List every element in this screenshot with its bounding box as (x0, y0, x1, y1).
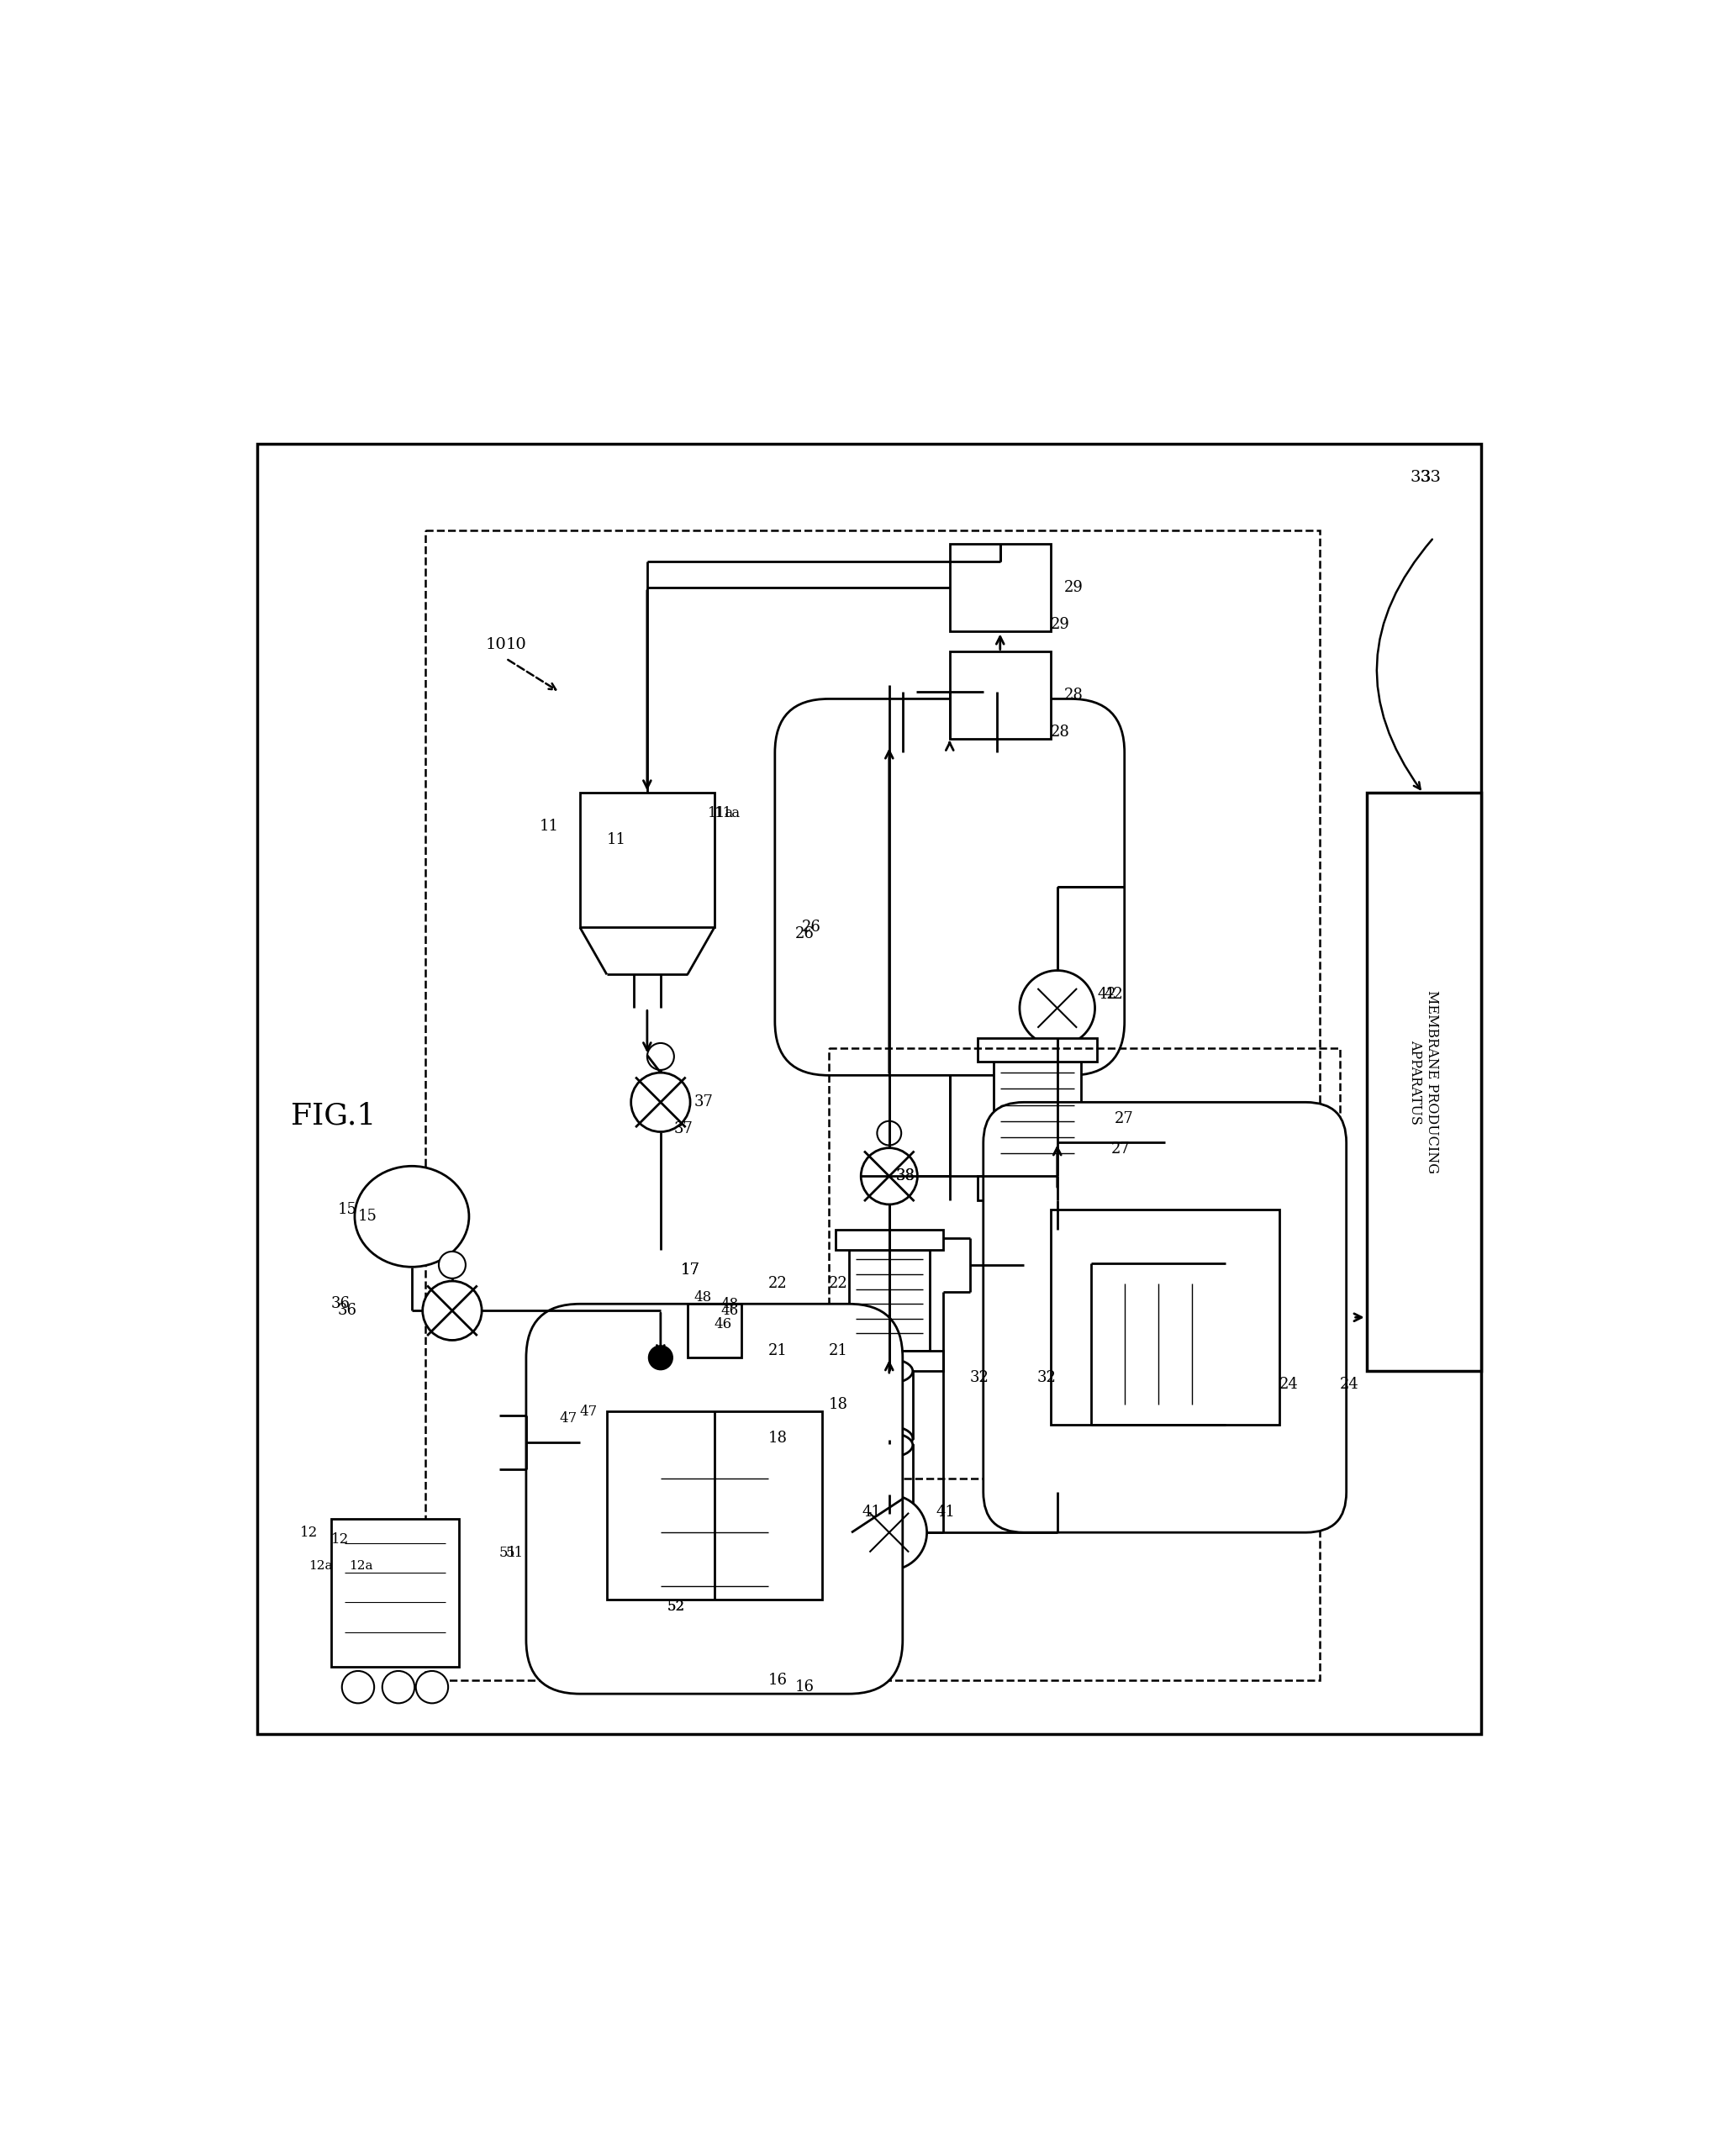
Text: 47: 47 (579, 1404, 599, 1419)
Text: 11a: 11a (708, 806, 734, 819)
Circle shape (649, 1345, 673, 1369)
Text: MEMBRANE PRODUCING
APPARATUS: MEMBRANE PRODUCING APPARATUS (1409, 990, 1438, 1173)
Bar (331, 1520, 458, 1667)
Circle shape (878, 1121, 900, 1145)
Text: 16: 16 (795, 1680, 814, 1695)
Text: 52: 52 (668, 1600, 685, 1613)
Text: 21: 21 (769, 1343, 788, 1358)
Text: 27: 27 (1114, 1112, 1133, 1128)
Text: 46: 46 (722, 1304, 739, 1317)
Text: 11a: 11a (715, 806, 741, 819)
Text: 24: 24 (1279, 1378, 1298, 1393)
Bar (866, 1371, 913, 1438)
Text: 29: 29 (1064, 580, 1083, 595)
Circle shape (382, 1671, 415, 1703)
Bar (1050, 1210, 1279, 1425)
Text: 12a: 12a (309, 1561, 333, 1572)
Text: 47: 47 (560, 1410, 578, 1425)
Text: 28: 28 (1064, 688, 1083, 703)
Bar (836, 1229, 944, 1250)
Text: 17: 17 (680, 1263, 699, 1279)
Circle shape (439, 1250, 465, 1279)
Circle shape (342, 1671, 375, 1703)
Text: 42: 42 (1098, 987, 1117, 1003)
Text: 10: 10 (507, 638, 527, 653)
Text: 26: 26 (802, 921, 821, 936)
Text: 48: 48 (722, 1296, 739, 1311)
Text: 32: 32 (970, 1371, 989, 1386)
Bar (829, 1048, 1339, 1479)
Text: 48: 48 (694, 1289, 711, 1304)
Text: 26: 26 (795, 927, 814, 942)
Bar (949, 543, 1051, 632)
Bar (1367, 793, 1482, 1371)
Bar (949, 651, 1051, 740)
Text: 18: 18 (769, 1432, 788, 1447)
Ellipse shape (866, 1434, 913, 1457)
Text: 41: 41 (862, 1505, 881, 1520)
Bar (866, 1445, 913, 1511)
Text: 33: 33 (1411, 470, 1431, 485)
Text: 24: 24 (1339, 1378, 1359, 1393)
Ellipse shape (866, 1427, 913, 1451)
Text: 36: 36 (331, 1296, 350, 1311)
Text: 29: 29 (1050, 617, 1070, 632)
Text: 11: 11 (540, 819, 559, 834)
Text: 42: 42 (1105, 987, 1124, 1003)
Text: 12: 12 (300, 1524, 318, 1539)
Text: 12: 12 (331, 1533, 349, 1546)
Text: 10: 10 (486, 638, 507, 653)
Bar (607, 1412, 822, 1600)
Text: 37: 37 (673, 1121, 694, 1136)
Bar (848, 1250, 930, 1352)
FancyBboxPatch shape (526, 1304, 902, 1695)
Circle shape (861, 1147, 918, 1205)
Text: 51: 51 (500, 1546, 517, 1559)
Text: 22: 22 (769, 1276, 788, 1291)
Text: 17: 17 (680, 1263, 699, 1279)
Text: 11: 11 (607, 832, 626, 847)
Ellipse shape (866, 1501, 913, 1524)
Text: 33: 33 (1421, 470, 1442, 485)
FancyBboxPatch shape (984, 1102, 1346, 1533)
Text: 36: 36 (338, 1302, 357, 1317)
Ellipse shape (866, 1358, 913, 1384)
Bar (977, 1177, 1097, 1201)
Text: 15: 15 (338, 1203, 357, 1218)
Bar (687, 1304, 741, 1358)
Text: 22: 22 (829, 1276, 848, 1291)
Bar (977, 1037, 1097, 1063)
Text: 52: 52 (668, 1600, 685, 1613)
Circle shape (1044, 1164, 1069, 1188)
Text: 15: 15 (357, 1210, 376, 1225)
Text: 32: 32 (1038, 1371, 1057, 1386)
Text: 41: 41 (937, 1505, 956, 1520)
Circle shape (1020, 970, 1095, 1046)
Circle shape (852, 1494, 926, 1570)
Text: 37: 37 (694, 1095, 713, 1110)
Text: 16: 16 (769, 1673, 788, 1688)
Text: 51: 51 (507, 1546, 524, 1559)
Text: 38: 38 (895, 1169, 916, 1184)
Circle shape (1044, 1190, 1069, 1216)
Circle shape (647, 1044, 673, 1069)
Text: 18: 18 (829, 1397, 848, 1412)
FancyBboxPatch shape (776, 699, 1124, 1076)
Ellipse shape (354, 1166, 468, 1268)
Bar (425, 530, 1319, 1680)
Text: 38: 38 (895, 1169, 916, 1184)
Text: FIG.1: FIG.1 (291, 1102, 376, 1130)
Text: 21: 21 (829, 1343, 848, 1358)
Circle shape (632, 1074, 691, 1132)
Circle shape (416, 1671, 448, 1703)
Text: 28: 28 (1050, 724, 1070, 740)
Bar (836, 1352, 944, 1371)
Bar (994, 1063, 1081, 1177)
Text: 46: 46 (715, 1317, 732, 1330)
Text: 12a: 12a (349, 1561, 373, 1572)
Bar (579, 793, 715, 927)
Text: 27: 27 (1110, 1143, 1129, 1158)
Circle shape (423, 1281, 482, 1341)
